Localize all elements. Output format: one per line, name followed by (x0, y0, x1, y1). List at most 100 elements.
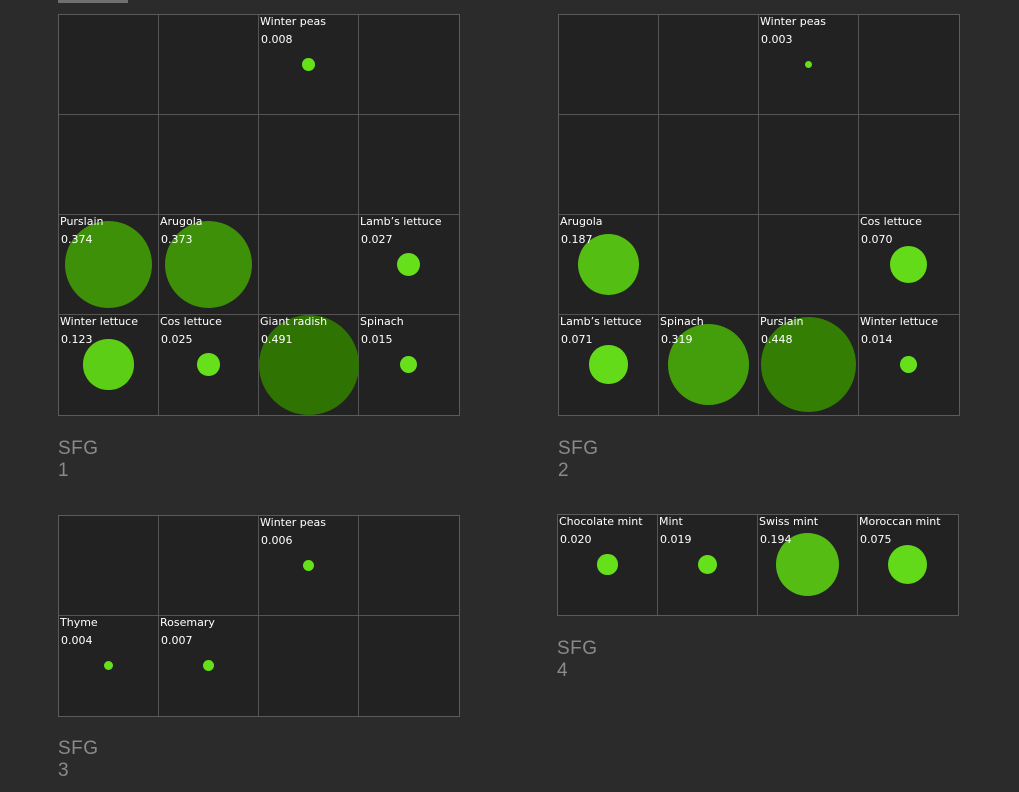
cell-label-chocolate-mint: Chocolate mint (559, 515, 643, 528)
grid-cell: Arugola 0.187 (559, 215, 659, 315)
cell-label-arugola: Arugola (160, 215, 203, 228)
grid-cell: Spinach 0.319 (659, 315, 759, 415)
cell-value-spinach: 0.015 (361, 333, 393, 346)
grid-cell: Arugola 0.373 (159, 215, 259, 315)
cell-value-swiss-mint: 0.194 (760, 533, 792, 546)
sfg-2-title: SFG 2 (558, 438, 599, 481)
cell-label-thyme: Thyme (60, 616, 98, 629)
cell-label-winter-peas: Winter peas (260, 15, 326, 28)
grid-cell (759, 115, 859, 215)
cell-value-winter-peas: 0.003 (761, 33, 793, 46)
grid-cell (359, 516, 459, 616)
grid-cell: Lamb’s lettuce 0.027 (359, 215, 459, 315)
cell-value-purslain: 0.448 (761, 333, 793, 346)
grid-cell: Giant radish 0.491 (258, 314, 359, 415)
grid-cell (59, 15, 159, 115)
cell-label-moroccan-mint: Moroccan mint (859, 515, 941, 528)
sfg-4-title: SFG 4 (557, 638, 598, 681)
cell-label-swiss-mint: Swiss mint (759, 515, 819, 528)
bubble-swiss-mint (776, 533, 839, 596)
cell-value-lambs-lettuce: 0.071 (561, 333, 593, 346)
bubble-purslain (760, 316, 857, 413)
grid-cell: Lamb’s lettuce 0.071 (559, 315, 659, 415)
cell-label-arugola: Arugola (560, 215, 603, 228)
grid-cell (259, 616, 359, 716)
grid-cell (859, 115, 959, 215)
grid-cell: Winter peas 0.008 (259, 15, 359, 115)
grid-cell (59, 115, 159, 215)
grid-cell: Winter peas 0.003 (759, 15, 859, 115)
cell-value-winter-lettuce: 0.123 (61, 333, 93, 346)
cropped-heading-fragment (58, 0, 138, 4)
cell-label-winter-peas: Winter peas (760, 15, 826, 28)
cell-label-cos-lettuce: Cos lettuce (160, 315, 222, 328)
grid-cell (159, 115, 259, 215)
bubble-arugola (164, 220, 253, 309)
cell-value-rosemary: 0.007 (161, 634, 193, 647)
bubble-winter-lettuce (83, 339, 134, 390)
cell-label-lambs-lettuce: Lamb’s lettuce (360, 215, 442, 228)
cell-value-arugola: 0.187 (561, 233, 593, 246)
bubble-arugola (577, 233, 640, 296)
cell-label-winter-peas: Winter peas (260, 516, 326, 529)
cell-label-purslain: Purslain (60, 215, 104, 228)
grid-cell: Moroccan mint 0.075 (858, 515, 958, 615)
grid-cell: Mint 0.019 (658, 515, 758, 615)
bubble-winter-peas (804, 60, 813, 69)
cell-value-winter-peas: 0.008 (261, 33, 293, 46)
cell-value-purslain: 0.374 (61, 233, 93, 246)
bubble-chocolate-mint (597, 554, 618, 575)
cell-label-spinach: Spinach (660, 315, 704, 328)
cell-value-thyme: 0.004 (61, 634, 93, 647)
cell-label-cos-lettuce: Cos lettuce (860, 215, 922, 228)
grid-cell (59, 516, 159, 616)
sfg-1-title: SFG 1 (58, 438, 99, 481)
grid-cell: Cos lettuce 0.025 (159, 315, 259, 415)
cell-value-arugola: 0.373 (161, 233, 193, 246)
bubble-rosemary (202, 659, 215, 672)
grid-cell (359, 115, 459, 215)
cell-label-winter-lettuce: Winter lettuce (60, 315, 138, 328)
grid-cell (559, 15, 659, 115)
bubble-lambs-lettuce (589, 345, 628, 384)
cell-value-cos-lettuce: 0.025 (161, 333, 193, 346)
bubble-cos-lettuce (889, 245, 928, 284)
grid-cell: Spinach 0.015 (359, 315, 459, 415)
grid-cell: Purslain 0.374 (59, 215, 159, 315)
grid-cell: Winter peas 0.006 (259, 516, 359, 616)
grid-cell: Purslain 0.448 (759, 315, 859, 415)
sfg-1-grid: Winter peas 0.008 Purslain 0.374 Arugola 0.37… (58, 14, 460, 416)
cell-value-winter-lettuce: 0.014 (861, 333, 893, 346)
grid-cell (359, 616, 459, 716)
sfg-3-title: SFG 3 (58, 738, 99, 781)
cell-value-moroccan-mint: 0.075 (860, 533, 892, 546)
grid-cell (759, 215, 859, 315)
bubble-spinach (668, 324, 749, 405)
cell-value-chocolate-mint: 0.020 (560, 533, 592, 546)
sfg-2-grid: Winter peas 0.003 Arugola 0.187 Cos lettuce 0… (558, 14, 960, 416)
bubble-cos-lettuce (197, 353, 220, 376)
grid-cell (159, 516, 259, 616)
cell-value-cos-lettuce: 0.070 (861, 233, 893, 246)
grid-cell: Winter lettuce 0.123 (59, 315, 159, 415)
cell-label-spinach: Spinach (360, 315, 404, 328)
bubble-mint (697, 554, 718, 575)
cell-label-purslain: Purslain (760, 315, 804, 328)
cell-value-mint: 0.019 (660, 533, 692, 546)
grid-cell: Chocolate mint 0.020 (558, 515, 658, 615)
grid-cell (359, 15, 459, 115)
cell-value-spinach: 0.319 (661, 333, 693, 346)
grid-cell: Swiss mint 0.194 (758, 515, 858, 615)
grid-cell (659, 115, 759, 215)
grid-cell (659, 15, 759, 115)
bubble-winter-peas (302, 58, 315, 71)
grid-cell: Cos lettuce 0.070 (859, 215, 959, 315)
cell-label-rosemary: Rosemary (160, 616, 215, 629)
grid-cell: Rosemary 0.007 (159, 616, 259, 716)
cell-label-lambs-lettuce: Lamb’s lettuce (560, 315, 642, 328)
grid-cell (159, 15, 259, 115)
sfg-3-grid: Winter peas 0.006 Thyme 0.004 Rosemary 0.007 (58, 515, 460, 717)
bubble-giant-radish (258, 314, 359, 415)
grid-cell (559, 115, 659, 215)
grid-cell (859, 15, 959, 115)
